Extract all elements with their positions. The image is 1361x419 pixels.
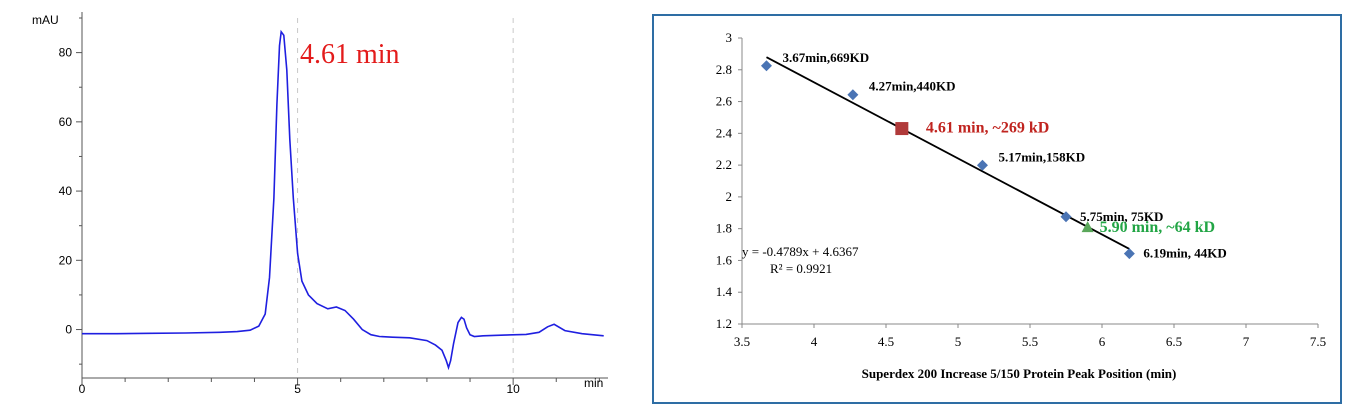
calibration-chart: 1.2 1.4 1.6 1.8 2 2.2 2.4 2.6 2.8 3 3.5 4 4.5 5 5.5 6 6… <box>716 30 1326 381</box>
chromatogram-axes <box>76 12 608 385</box>
calibration-x-tick-label: 6 <box>1099 334 1106 349</box>
calibration-x-tick-label: 4.5 <box>878 334 894 349</box>
calibration-y-tick-label: 1.2 <box>716 316 732 331</box>
chromatogram-y-tick-label: 60 <box>59 115 73 129</box>
standard-point <box>760 60 772 72</box>
chromatogram-x-tick-label: 10 <box>506 382 520 396</box>
calibration-points <box>760 60 1135 260</box>
calibration-y-tick-label: 2 <box>726 189 733 204</box>
sample-point-triangle <box>1081 221 1094 233</box>
calibration-x-tick-label: 5.5 <box>1022 334 1038 349</box>
calibration-axes <box>738 37 1319 328</box>
chromatogram-chart: 0 20 40 60 80 0 5 10 mAU min 4.61 min <box>32 12 608 396</box>
trendline-r-squared: R² = 0.9921 <box>770 261 832 276</box>
calibration-y-tick-label: 1.4 <box>716 284 733 299</box>
chromatogram-y-tick-label: 40 <box>59 184 73 198</box>
chromatogram-trace <box>82 29 604 371</box>
standard-point <box>847 89 859 101</box>
calibration-x-tick-label: 5 <box>955 334 962 349</box>
standard-point <box>1060 211 1072 223</box>
standard-point <box>1123 248 1135 260</box>
chromatogram-y-tick-label: 20 <box>59 253 73 267</box>
calibration-y-tick-label: 2.6 <box>716 94 733 109</box>
standard-point <box>976 159 988 171</box>
calibration-x-tick-label: 7 <box>1243 334 1250 349</box>
calibration-x-tick-label: 6.5 <box>1166 334 1182 349</box>
peak-retention-annotation: 4.61 min <box>300 39 400 70</box>
calibration-y-tick-label: 2.2 <box>716 157 732 172</box>
calibration-y-tick-label: 3 <box>726 30 733 45</box>
sample-point-label: 4.61 min, ~269 kD <box>926 120 1049 137</box>
calibration-y-tick-label: 2.8 <box>716 62 732 77</box>
calibration-y-tick-labels: 1.2 1.4 1.6 1.8 2 2.2 2.4 2.6 2.8 3 <box>716 30 733 331</box>
calibration-x-tick-labels: 3.5 4 4.5 5 5.5 6 6.5 7 7.5 <box>734 334 1326 349</box>
calibration-y-tick-label: 2.4 <box>716 125 733 140</box>
chromatogram-y-axis-label: mAU <box>32 13 59 27</box>
calibration-y-tick-label: 1.6 <box>716 252 733 267</box>
sample-point-label: 5.90 min, ~64 kD <box>1100 219 1215 236</box>
chromatogram-tick-labels: 0 20 40 60 80 0 5 10 <box>59 46 521 396</box>
standard-point-label: 6.19min, 44KD <box>1143 246 1226 261</box>
standard-point-label: 3.67min,669KD <box>782 50 869 65</box>
calibration-x-tick-label: 3.5 <box>734 334 750 349</box>
calibration-panel: 1.2 1.4 1.6 1.8 2 2.2 2.4 2.6 2.8 3 3.5 4 4.5 5 5.5 6 6… <box>652 14 1342 404</box>
chromatogram-x-tick-label: 0 <box>79 382 86 396</box>
chromatogram-x-tick-label: 5 <box>294 382 301 396</box>
calibration-y-tick-label: 1.8 <box>716 221 732 236</box>
calibration-x-tick-label: 7.5 <box>1310 334 1326 349</box>
standard-point-label: 5.75min, 75KD <box>1080 209 1163 224</box>
chromatogram-gridlines <box>297 18 514 378</box>
standard-point-label: 5.17min,158KD <box>998 149 1085 164</box>
chromatogram-y-tick-label: 0 <box>65 323 72 337</box>
calibration-x-axis-label: Superdex 200 Increase 5/150 Protein Peak… <box>862 366 1177 381</box>
chromatogram-y-tick-label: 80 <box>59 46 73 60</box>
standard-point-label: 4.27min,440KD <box>869 79 956 94</box>
sample-point-square <box>895 122 909 136</box>
chromatogram-x-axis-label: min <box>584 376 603 390</box>
trendline-equation: y = -0.4789x + 4.6367 <box>742 244 859 259</box>
calibration-x-tick-label: 4 <box>811 334 818 349</box>
